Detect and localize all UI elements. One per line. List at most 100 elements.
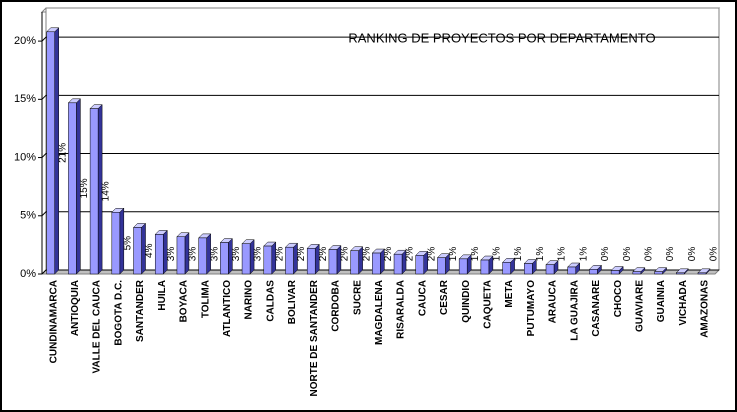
grid-line xyxy=(41,211,719,217)
x-tick-label: CORDOBA xyxy=(331,280,342,332)
x-tick-label: GUAINIA xyxy=(656,280,667,322)
y-tick-label: 10% xyxy=(14,151,36,163)
value-label: 1% xyxy=(513,247,524,262)
bar xyxy=(697,272,707,275)
bar xyxy=(220,242,229,275)
bar xyxy=(285,246,294,275)
x-tick-label: BOYACA xyxy=(179,280,190,322)
bar xyxy=(46,31,55,275)
x-tick-label: NARINO xyxy=(244,280,255,320)
value-label: 2% xyxy=(274,247,285,262)
value-label: 1% xyxy=(578,247,589,262)
x-tick-label: CUNDINAMARCA xyxy=(48,280,59,363)
value-label: 2% xyxy=(318,247,329,262)
value-label: 3% xyxy=(231,247,242,262)
bar xyxy=(154,234,164,275)
grid-line xyxy=(41,36,719,42)
bar xyxy=(68,102,77,275)
y-tick-label: 20% xyxy=(14,35,36,47)
value-label: 0% xyxy=(622,247,633,262)
x-tick-label: NORTE DE SANTANDER xyxy=(309,279,320,396)
grid-line xyxy=(41,94,719,100)
value-label: 0% xyxy=(709,247,720,262)
value-label: 14% xyxy=(101,181,112,201)
value-label: 0% xyxy=(600,247,611,262)
bar xyxy=(133,227,142,275)
value-label: 3% xyxy=(209,247,220,262)
value-label: 2% xyxy=(340,247,351,262)
x-tick-label: CAUCA xyxy=(417,280,428,316)
bar xyxy=(610,270,620,275)
x-tick-label: META xyxy=(504,280,515,308)
y-tick-label: 0% xyxy=(20,268,36,280)
x-tick-label: ANTIOQUIA xyxy=(70,280,81,336)
bar xyxy=(480,259,490,275)
value-label: 15% xyxy=(79,178,90,198)
grid-line xyxy=(41,153,719,158)
bar xyxy=(437,257,446,275)
value-label: 1% xyxy=(492,247,503,262)
chart-title: RANKING DE PROYECTOS POR DEPARTAMENTO xyxy=(348,30,655,45)
x-tick-label: AMAZONAS xyxy=(700,280,711,338)
bar xyxy=(350,250,359,275)
bar xyxy=(567,266,576,275)
x-tick-label: ARAUCA xyxy=(548,280,559,323)
grid-line xyxy=(41,269,719,275)
value-label: 1% xyxy=(448,247,459,262)
x-tick-label: PUTUMAYO xyxy=(526,280,537,337)
value-label: 2% xyxy=(426,247,437,262)
value-label: 21% xyxy=(57,143,68,163)
x-tick-label: BOLIVAR xyxy=(287,279,298,324)
value-label: 0% xyxy=(687,247,698,262)
bar xyxy=(306,248,316,275)
x-tick-label: HUILA xyxy=(157,280,168,311)
x-tick-label: CALDAS xyxy=(265,280,276,322)
value-label: 1% xyxy=(535,247,546,262)
x-tick-label: LA GUAJIRA xyxy=(569,280,580,341)
value-label: 0% xyxy=(665,247,676,262)
value-label: 0% xyxy=(643,247,654,262)
bar xyxy=(263,245,273,275)
value-label: 2% xyxy=(383,247,394,262)
value-label: 1% xyxy=(470,247,481,262)
x-tick-label: SUCRE xyxy=(352,280,363,315)
value-label: 2% xyxy=(405,247,416,262)
y-tick-label: 15% xyxy=(14,93,36,105)
bar xyxy=(328,249,338,275)
x-tick-label: CHOCO xyxy=(613,280,624,317)
bar xyxy=(176,236,186,275)
value-label: 5% xyxy=(122,236,133,251)
x-tick-label: VALLE DEL CAUCA xyxy=(92,280,103,374)
value-label: 3% xyxy=(253,247,264,262)
bar xyxy=(111,212,121,275)
x-tick-label: RISARALDA xyxy=(396,280,407,339)
x-tick-label: CASANARE xyxy=(591,280,602,337)
value-label: 2% xyxy=(361,247,372,262)
plot-wall xyxy=(45,7,720,271)
bar xyxy=(502,262,511,275)
x-tick-label: ATLANTICO xyxy=(222,280,233,337)
value-label: 1% xyxy=(557,247,568,262)
y-tick-label: 5% xyxy=(20,210,36,222)
x-tick-label: CESAR xyxy=(439,279,450,315)
value-label: 3% xyxy=(188,247,199,262)
bar xyxy=(198,237,207,275)
bar xyxy=(415,255,424,275)
bar xyxy=(372,252,381,275)
x-tick-label: BOGOTA D.C. xyxy=(113,280,124,346)
value-label: 2% xyxy=(296,247,307,262)
value-label: 3% xyxy=(166,247,177,262)
bar xyxy=(676,272,685,275)
bar xyxy=(458,258,468,275)
bar xyxy=(524,263,533,275)
bar xyxy=(589,269,598,275)
x-tick-label: GUAVIARE xyxy=(634,280,645,332)
x-tick-label: VICHADA xyxy=(678,280,689,326)
x-tick-label: MAGDALENA xyxy=(374,280,385,345)
bar xyxy=(545,264,555,275)
x-tick-label: TOLIMA xyxy=(200,280,211,318)
bar xyxy=(393,253,403,275)
value-label: 4% xyxy=(144,243,155,258)
bar xyxy=(241,243,251,275)
